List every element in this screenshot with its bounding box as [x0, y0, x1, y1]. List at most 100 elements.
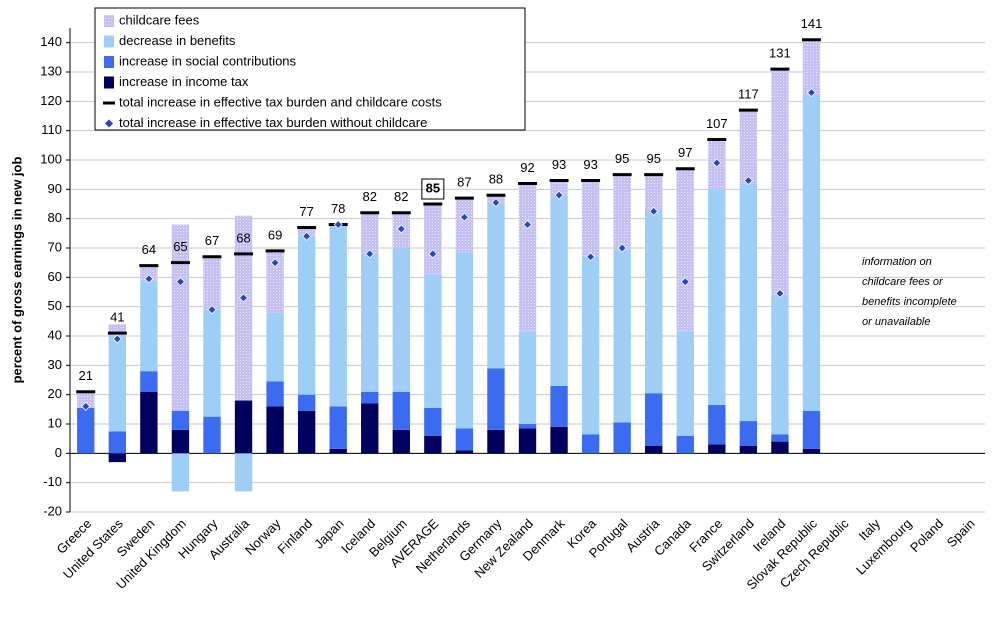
bar-segment — [424, 435, 442, 454]
bar-segment — [613, 249, 631, 423]
bar-segment — [676, 168, 694, 332]
annotation: benefits incomplete — [862, 296, 957, 308]
bar-segment — [739, 421, 758, 446]
total-label: 141 — [801, 16, 823, 31]
total-label: 68 — [236, 230, 250, 245]
bar-segment — [140, 280, 158, 372]
bar-segment — [708, 444, 726, 454]
bar-segment — [424, 204, 442, 275]
total-label: 97 — [678, 145, 692, 160]
diamond — [238, 293, 249, 303]
x-tick-label: Norway — [242, 516, 284, 558]
diamond — [712, 158, 722, 168]
bar-segment — [581, 434, 600, 454]
diamond — [586, 252, 596, 262]
y-tick-label: 90 — [48, 181, 62, 196]
bar-segment — [802, 448, 821, 454]
diamond — [806, 87, 817, 98]
bar-segment — [613, 422, 631, 454]
bar-segment — [645, 393, 663, 446]
total-label: 21 — [79, 368, 93, 383]
bar-segment — [77, 407, 95, 454]
bar-segment — [297, 236, 316, 395]
bar-segment — [676, 435, 694, 454]
annotation: or unavailable — [862, 316, 931, 328]
legend-swatch — [104, 76, 114, 89]
legend-label: childcare fees — [119, 12, 200, 27]
bar-segment — [645, 446, 663, 454]
bar-segment — [739, 110, 758, 184]
bar-segment — [171, 429, 190, 454]
x-tick-label: Italy — [856, 516, 884, 544]
diamond — [491, 197, 501, 208]
bar-segment — [518, 331, 537, 424]
annotation: childcare fees or — [862, 276, 944, 288]
bar-segment — [550, 426, 568, 454]
bar-segment — [140, 371, 158, 392]
bar-segment — [550, 195, 568, 386]
y-tick-label: 70 — [48, 239, 62, 254]
diamond — [396, 224, 406, 234]
total-label: 41 — [110, 310, 124, 325]
total-label: 85 — [426, 180, 440, 195]
y-tick-label: -20 — [43, 503, 62, 518]
total-label: 65 — [173, 239, 187, 254]
diamond — [459, 212, 469, 222]
bar-segment — [77, 391, 95, 408]
bar-segment — [329, 448, 347, 454]
y-tick-label: 100 — [40, 151, 62, 166]
bar-segment — [361, 212, 379, 254]
bar-segment — [455, 252, 474, 429]
bar-segment — [487, 368, 505, 430]
total-label: 78 — [331, 201, 345, 216]
diamond — [333, 219, 343, 230]
diamond — [207, 305, 217, 315]
bar-segment — [455, 198, 474, 253]
bar-segment — [266, 312, 284, 382]
total-label: 93 — [583, 157, 597, 172]
y-tick-label: 30 — [48, 357, 62, 372]
bar-segment — [108, 324, 127, 336]
y-axis-label: percent of gross earnings in new job — [9, 157, 24, 384]
bar-segment — [203, 256, 221, 310]
bar-segment — [329, 406, 347, 449]
y-tick-label: 120 — [40, 93, 62, 108]
bar-segment — [518, 183, 537, 332]
diamond — [680, 277, 690, 287]
total-label: 82 — [394, 189, 408, 204]
bar-segment — [645, 209, 663, 394]
legend-label: increase in income tax — [119, 74, 249, 89]
bar-segment — [771, 441, 789, 454]
bar-segment — [108, 453, 127, 463]
bar-segment — [392, 248, 410, 392]
bar-segment — [487, 204, 505, 369]
total-label: 77 — [299, 204, 313, 219]
diamond — [554, 190, 564, 200]
bar-segment — [171, 453, 190, 492]
bar-segment — [171, 410, 190, 430]
total-label: 69 — [268, 227, 282, 242]
bar-segment — [266, 406, 284, 454]
bar-segment — [518, 428, 537, 454]
bar-segment — [739, 446, 758, 454]
bar-segment — [392, 429, 410, 454]
bar-segment — [645, 174, 663, 210]
bar-segment — [266, 250, 284, 313]
bar-segment — [140, 391, 158, 454]
diamond — [649, 206, 659, 216]
y-tick-label: 40 — [48, 327, 62, 342]
bar-segment — [771, 69, 789, 295]
diamond — [112, 334, 122, 344]
x-tick-label: Spain — [944, 516, 978, 550]
bar-segment — [676, 331, 694, 436]
diamond — [775, 288, 785, 299]
bar-segment — [771, 294, 789, 435]
total-label: 92 — [520, 160, 534, 175]
diamond — [81, 401, 91, 411]
bar-segment — [234, 400, 253, 454]
x-tick-label: Finland — [274, 516, 315, 557]
diamond — [743, 175, 753, 186]
bar-segment — [771, 434, 789, 442]
bar-segment — [802, 95, 821, 411]
